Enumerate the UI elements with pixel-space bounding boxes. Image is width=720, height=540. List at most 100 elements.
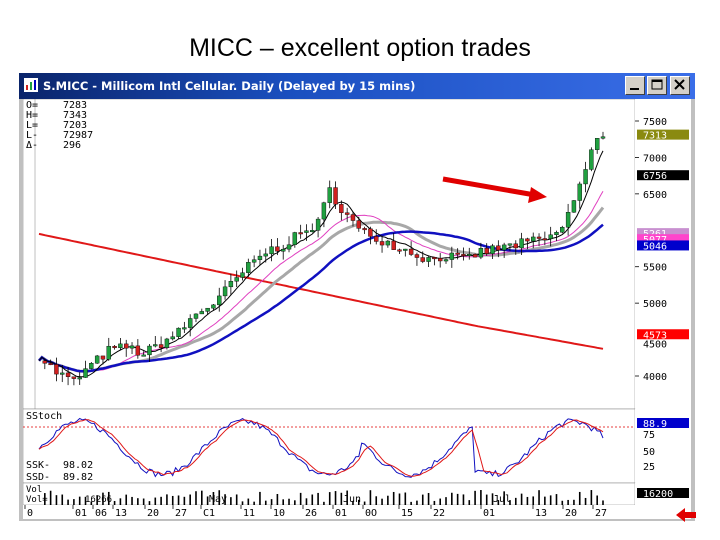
time-tick-label: 27 [175,508,187,519]
volume-badge: 16200 [643,489,673,500]
window-title: S.MICC - Millicom Intl Cellular. Daily (… [43,79,416,93]
candle-body [106,345,111,360]
price-badge-bg [637,170,689,181]
candle-body [65,372,71,377]
volume-label-2: Vol= [26,495,48,505]
candle-body [141,354,146,357]
time-tick-label: 13 [115,508,127,519]
candle-body [217,295,222,306]
candle-body [176,327,181,337]
close-button[interactable] [670,76,690,95]
candle-body [594,138,600,150]
candle-body [443,259,449,262]
price-badge: 4573 [643,330,667,341]
volume-bar [555,494,558,505]
chart-area[interactable]: O= 7283 H= 7343 L= 7203 L- 72987 Δ- 296 7500 7000 6… [22,98,691,519]
candle-body [560,226,565,233]
volume-bar [596,495,598,505]
time-tick-label: 27 [595,508,607,519]
stock-chart[interactable]: O= 7283 H= 7343 L= 7203 L- 72987 Δ- 296 7500 7000 6… [22,98,691,519]
candle-body [600,136,606,139]
volume-bar [381,498,383,505]
volume-bar [532,496,535,505]
candle-body [385,240,391,246]
candle-body [391,240,396,250]
volume-bar [247,498,250,505]
volume-bar [90,501,93,505]
time-tick-label: 26 [305,508,317,519]
candle-body [112,345,117,349]
candle-body [54,364,59,375]
time-tick-label: C1 [203,508,215,519]
moving-averages [37,150,605,378]
volume-bar [212,492,215,505]
volume-bar [445,497,447,505]
price-tick-label: 5000 [643,299,667,310]
volume-bar [514,497,517,505]
candle-body [542,238,548,241]
slide-title: MICC – excellent option trades [189,34,531,62]
candle-body [583,169,588,185]
volume-bar [462,494,465,505]
ohlc-label: Δ- [26,140,38,151]
volume-bar [224,494,226,505]
volume-bar [323,501,325,505]
volume-bar [125,494,128,505]
candle-body [147,345,152,356]
stoch-badge-bg [637,418,689,428]
volume-bar [451,492,453,505]
volume-bar [166,494,168,505]
candle-body [118,343,123,349]
price-tick-label: 7500 [643,117,667,128]
volume-bar [142,498,145,505]
stoch-sd-label: SSD- [26,472,50,483]
candle-body [60,372,65,375]
candle-body [77,377,82,380]
volume-bar [253,501,255,505]
candle-body [525,238,530,242]
stoch-title: SStoch [26,411,62,422]
volume-bar [195,491,197,505]
volume-bar [357,499,360,505]
stoch-sk-value: 98.02 [63,460,93,471]
volume-bar [171,495,174,505]
volume-bar [270,499,273,505]
volume-bar [584,497,587,505]
candle-body [199,311,205,315]
volume-bar [352,501,354,505]
volume-bar [282,499,285,505]
volume-bar [160,496,162,505]
candle-body [536,236,542,239]
volume-bar [107,491,110,505]
candle-body [420,257,425,262]
candle-body [379,241,385,246]
candle-body [403,248,408,251]
time-tick-label: 0O [365,508,377,519]
candle-body [240,272,245,278]
volume-bar [544,496,546,505]
candle-body [554,232,559,236]
minimize-button[interactable] [625,76,645,95]
time-tick-label: 22 [433,508,445,519]
candle-body [531,236,536,242]
price-axis [635,99,691,409]
window-titlebar[interactable]: S.MICC - Millicom Intl Cellular. Daily (… [19,73,695,99]
volume-bar [294,500,296,505]
volume-bar [410,501,412,505]
candle-body [490,245,495,254]
candle-body [83,368,88,378]
chart-window[interactable]: S.MICC - Millicom Intl Cellular. Daily (… [19,73,695,521]
maximize-button[interactable] [647,76,667,95]
volume-bar [375,496,378,505]
volume-bar [421,494,424,505]
price-tick-hidden: 4500 [643,340,667,351]
candle-body [269,246,274,255]
time-tick-label: 13 [535,508,547,519]
month-label: Jul [493,494,511,505]
candle-body [228,281,234,288]
volume-bar [218,490,221,505]
time-tick-label: 01 [335,508,347,519]
back-arrow-icon[interactable] [676,507,698,523]
month-label: May [209,494,227,505]
volume-bar [404,492,407,505]
